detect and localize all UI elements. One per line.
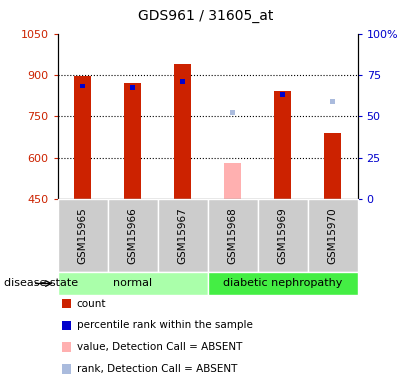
Bar	[74, 76, 91, 199]
Bar	[124, 83, 141, 199]
Bar	[130, 85, 135, 90]
Text: diabetic nephropathy: diabetic nephropathy	[223, 279, 342, 288]
Text: GSM15970: GSM15970	[328, 207, 337, 264]
Bar	[324, 133, 341, 199]
Text: GSM15969: GSM15969	[277, 207, 288, 264]
Bar	[180, 79, 185, 84]
Bar	[274, 92, 291, 199]
Bar	[280, 92, 285, 97]
Bar	[80, 84, 85, 88]
Bar	[330, 99, 335, 104]
Text: GSM15966: GSM15966	[127, 207, 138, 264]
Text: count: count	[77, 298, 106, 309]
Bar	[224, 163, 241, 199]
Text: disease state: disease state	[4, 279, 78, 288]
Text: value, Detection Call = ABSENT: value, Detection Call = ABSENT	[77, 342, 242, 352]
Text: GSM15967: GSM15967	[178, 207, 187, 264]
Text: GSM15965: GSM15965	[78, 207, 88, 264]
Text: rank, Detection Call = ABSENT: rank, Detection Call = ABSENT	[77, 364, 237, 374]
Text: GSM15968: GSM15968	[228, 207, 238, 264]
Text: normal: normal	[113, 279, 152, 288]
Bar	[174, 64, 191, 199]
Bar	[230, 110, 235, 115]
Text: percentile rank within the sample: percentile rank within the sample	[77, 320, 253, 330]
Text: GDS961 / 31605_at: GDS961 / 31605_at	[138, 9, 273, 23]
